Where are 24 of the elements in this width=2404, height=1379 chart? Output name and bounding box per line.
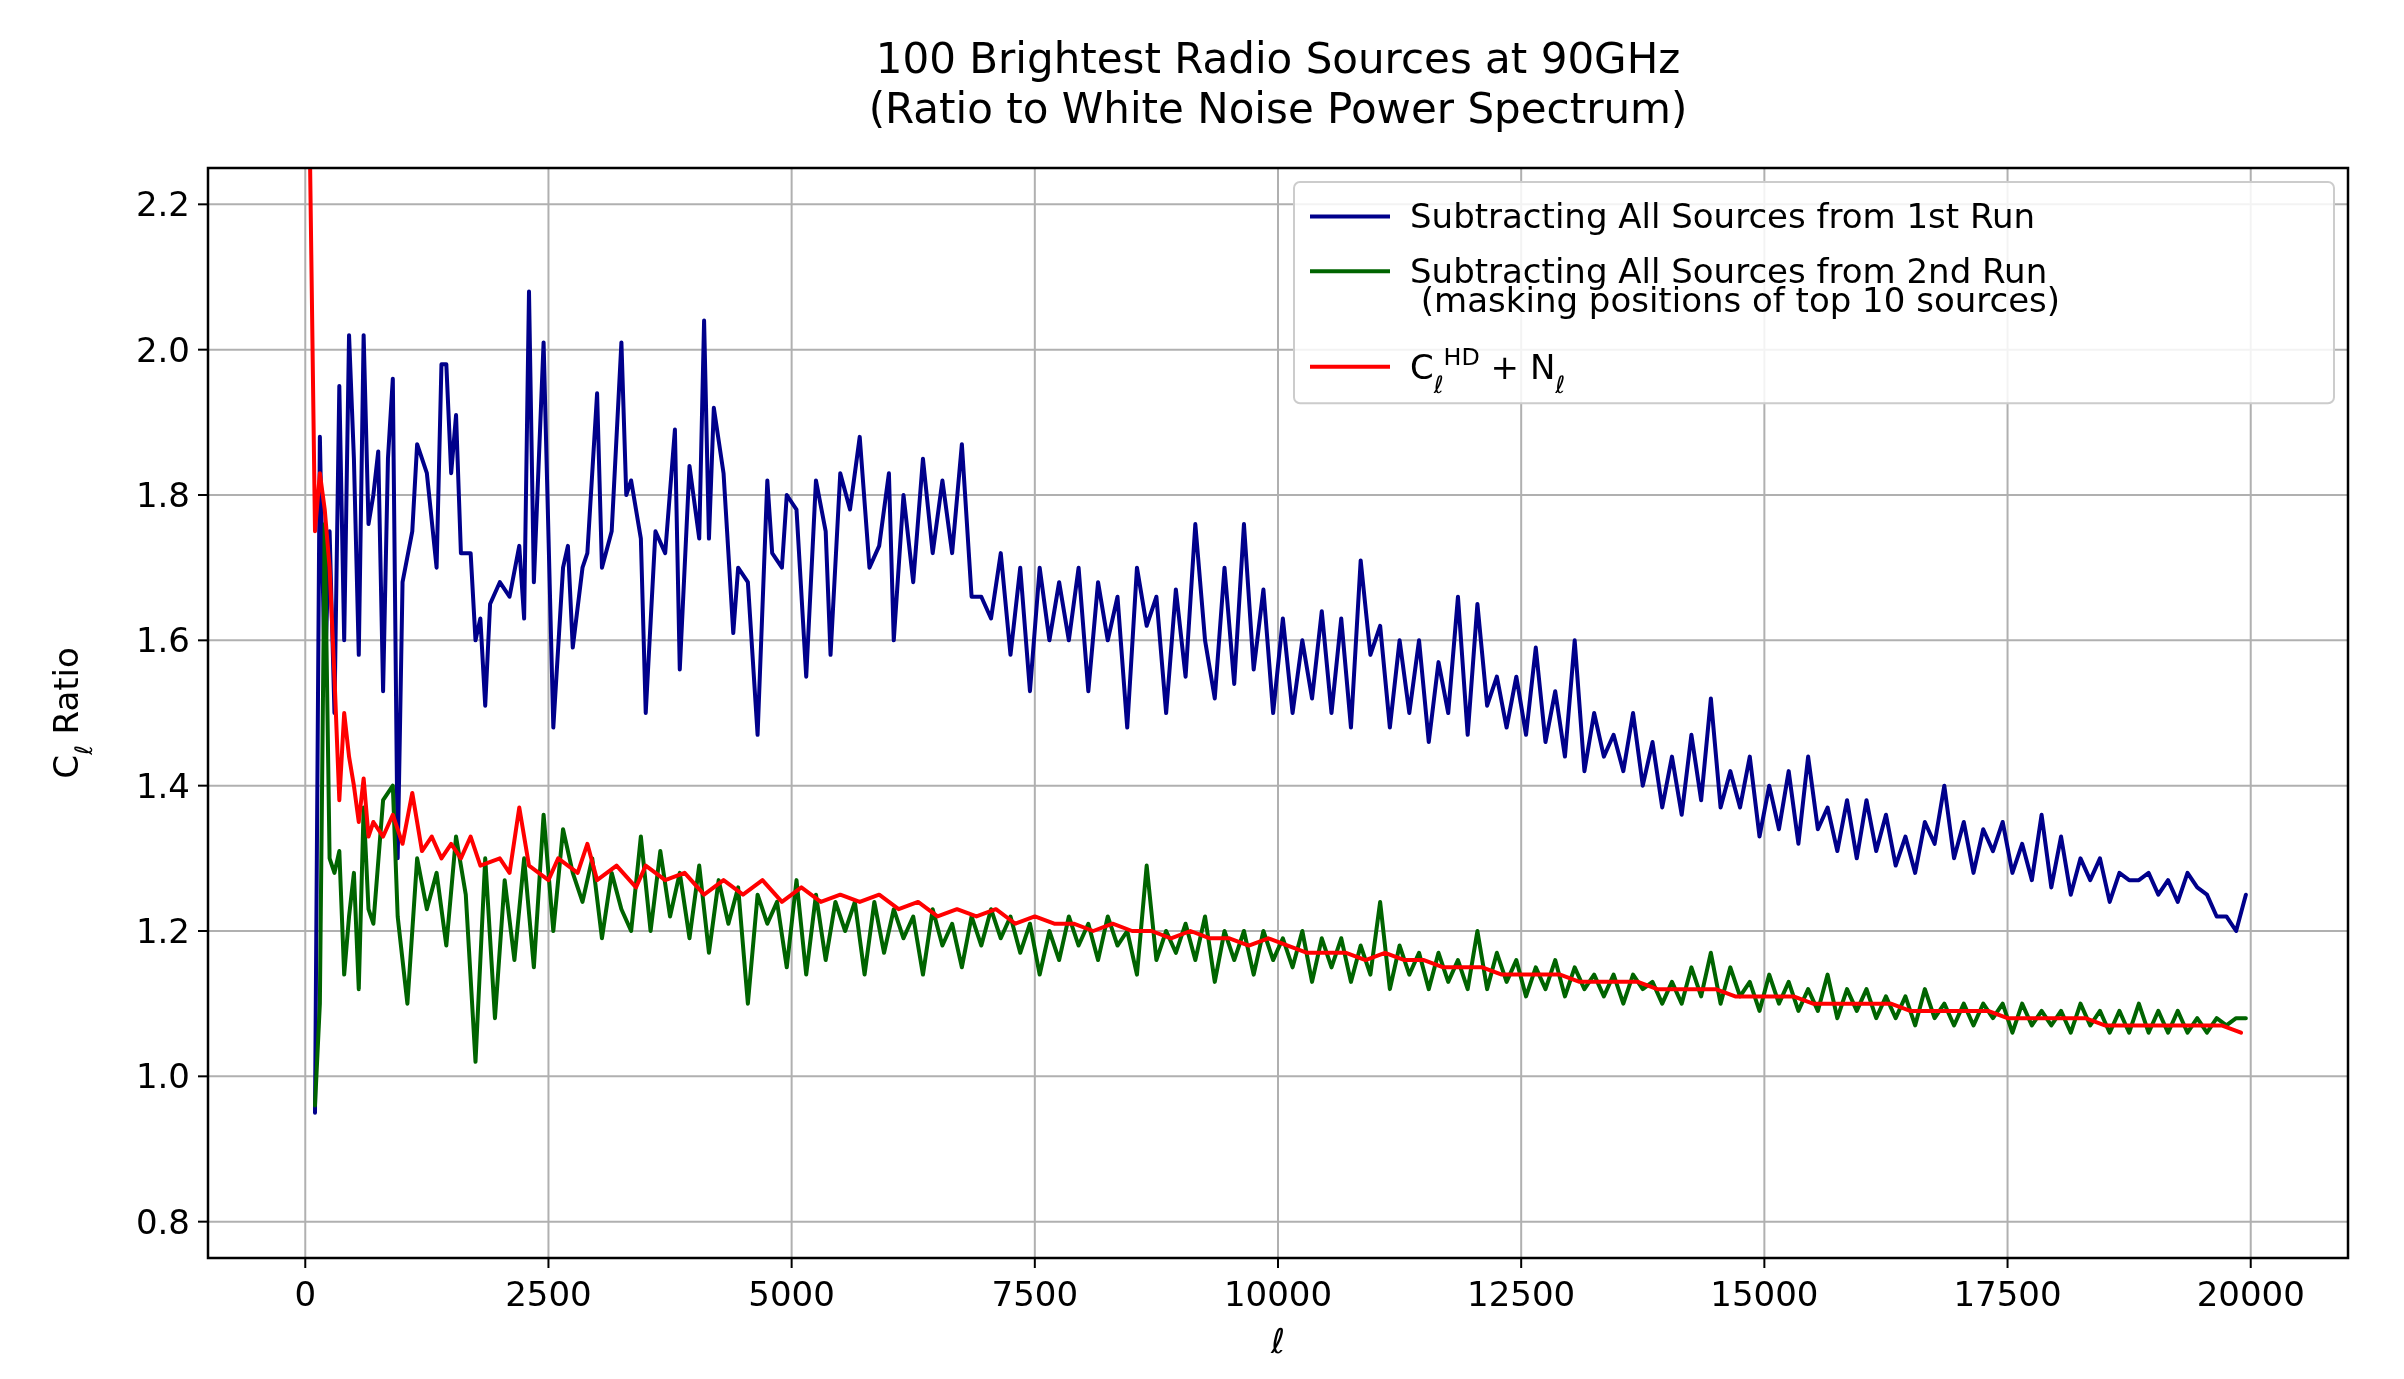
legend-label: Subtracting All Sources from 2nd Run (masking positions of top 10 sources) bbox=[1410, 251, 2061, 320]
x-axis-title: ℓ bbox=[1269, 1321, 1286, 1361]
y-tick-label: 2.2 bbox=[135, 184, 190, 225]
y-tick-label: 0.8 bbox=[135, 1201, 190, 1242]
x-tick-label: 15000 bbox=[1710, 1274, 1819, 1314]
x-tick-label: 10000 bbox=[1223, 1274, 1333, 1314]
y-tick-label: 1.4 bbox=[135, 765, 190, 806]
x-tick-label: 5000 bbox=[748, 1274, 835, 1314]
legend-label: Subtracting All Sources from 1st Run bbox=[1410, 196, 2036, 237]
y-tick-label: 1.2 bbox=[135, 910, 190, 951]
chart-title: 100 Brightest Radio Sources at 90GHz (Ratio to White Noise Power Spectrum) bbox=[868, 33, 1688, 134]
x-tick-label: 2500 bbox=[505, 1274, 592, 1314]
x-tick-label: 17500 bbox=[1953, 1274, 2062, 1314]
x-tick-label: 12500 bbox=[1467, 1274, 1576, 1314]
y-tick-label: 1.0 bbox=[135, 1056, 190, 1097]
y-tick-label: 1.8 bbox=[135, 474, 190, 515]
legend-label: C$_{ℓ}$$^{HD}$ + N$_{ℓ}$ bbox=[1410, 342, 1566, 399]
y-tick-label: 2.0 bbox=[135, 329, 190, 370]
x-tick-label: 7500 bbox=[991, 1274, 1079, 1314]
x-tick-label: 0 bbox=[294, 1274, 317, 1314]
line-series bbox=[308, 168, 2243, 1035]
y-tick-label: 1.6 bbox=[135, 620, 190, 661]
x-tick-label: 20000 bbox=[2196, 1274, 2305, 1314]
line-series bbox=[313, 522, 2248, 1108]
